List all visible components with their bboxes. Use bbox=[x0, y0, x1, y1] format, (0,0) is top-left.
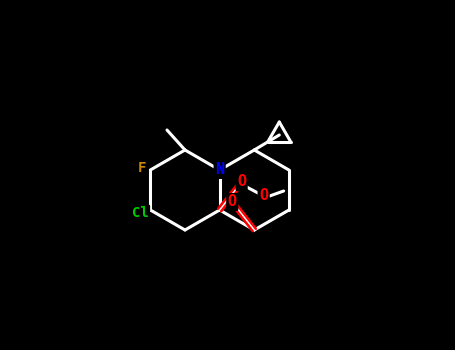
Text: N: N bbox=[215, 162, 224, 177]
Text: O: O bbox=[228, 195, 237, 210]
Text: Cl: Cl bbox=[132, 206, 149, 220]
Text: O: O bbox=[259, 189, 268, 203]
Text: O: O bbox=[237, 175, 246, 189]
Text: F: F bbox=[138, 161, 147, 175]
